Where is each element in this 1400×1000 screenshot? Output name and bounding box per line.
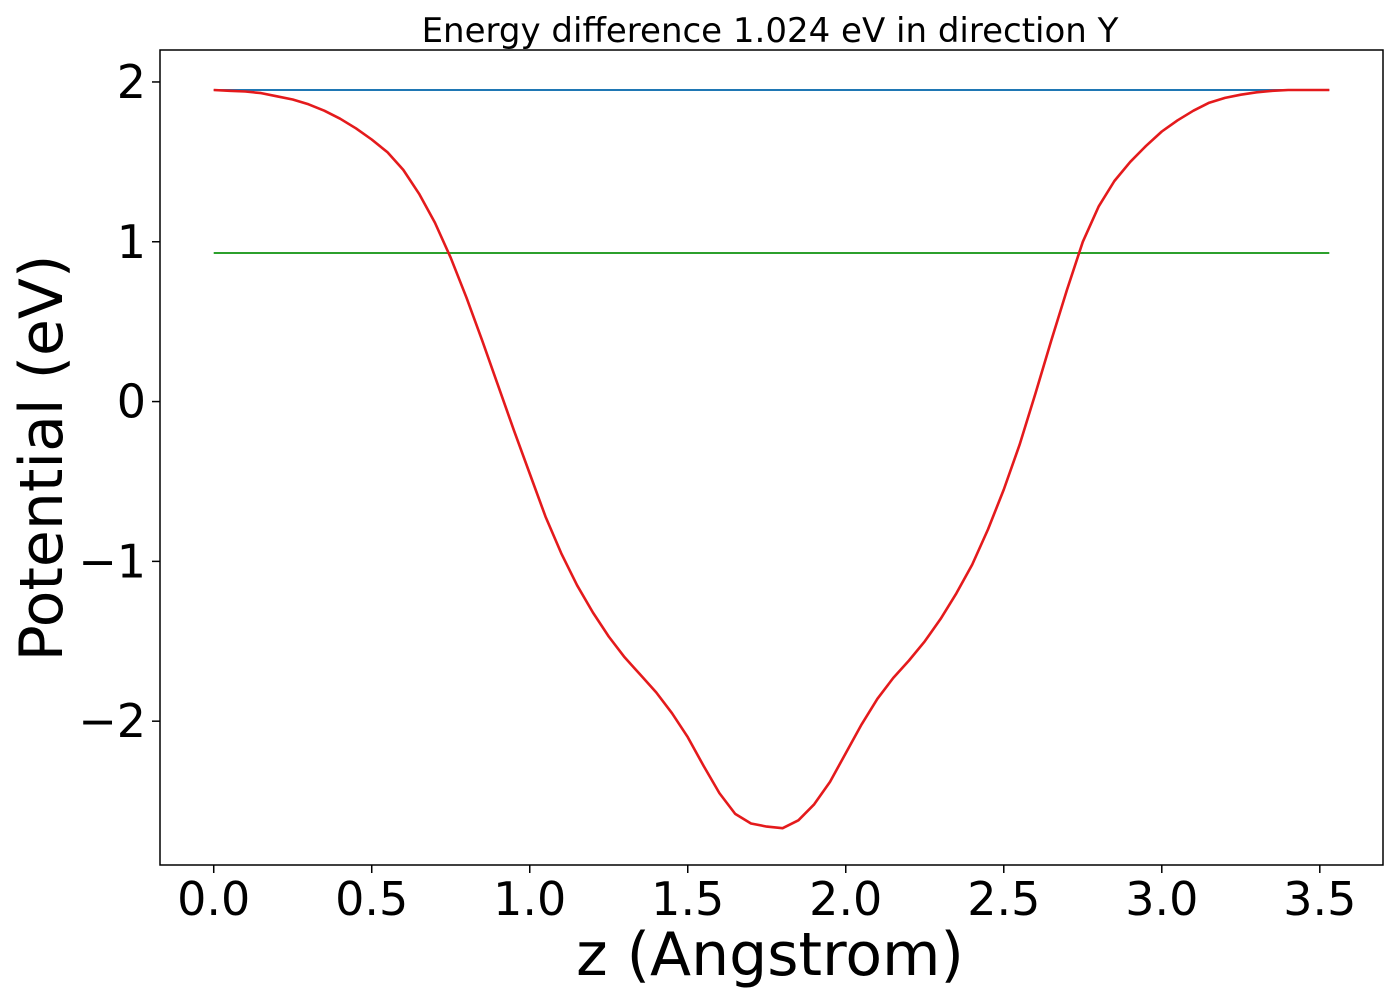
x-tick-label: 3.0 (1125, 872, 1198, 926)
x-tick-label: 1.5 (651, 872, 724, 926)
plot-frame (159, 49, 1384, 866)
y-tick-label: −1 (78, 534, 146, 588)
series-layer (213, 88, 1330, 830)
x-tick-label: 1.0 (493, 872, 566, 926)
y-tick-label: 0 (117, 375, 146, 429)
x-tick-label: 0.5 (335, 872, 408, 926)
y-axis-label: Potential (eV) (7, 255, 77, 662)
x-tick-label: 0.0 (177, 872, 250, 926)
y-tick-label: 1 (117, 215, 146, 269)
x-axis-ticks: 0.0 0.5 1.0 1.5 2.0 2.5 3.0 3.5 (177, 865, 1356, 926)
y-tick-label: −2 (78, 694, 146, 748)
x-axis-label: z (Angstrom) (576, 920, 964, 990)
y-tick-label: 2 (117, 55, 146, 109)
chart-title: Energy difference 1.024 eV in direction … (422, 11, 1119, 51)
x-tick-label: 3.5 (1283, 872, 1356, 926)
y-axis-ticks: −2 −1 0 1 2 (78, 55, 160, 748)
x-tick-label: 2.5 (967, 872, 1040, 926)
series-line-2 (213, 88, 1330, 830)
x-tick-label: 2.0 (809, 872, 882, 926)
